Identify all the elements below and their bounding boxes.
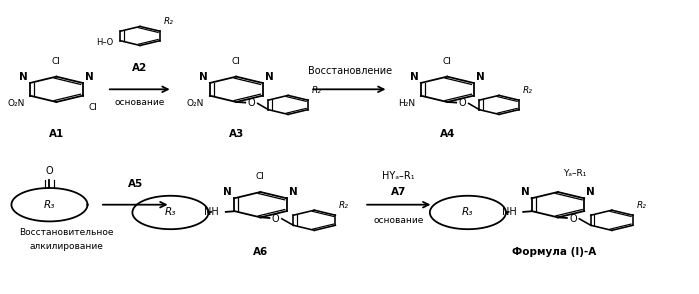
- Text: A1: A1: [49, 129, 64, 139]
- Text: N: N: [289, 188, 298, 198]
- Text: A2: A2: [132, 63, 147, 73]
- Text: Восстановительное: Восстановительное: [20, 228, 114, 237]
- Text: N: N: [586, 188, 595, 198]
- Text: O₂N: O₂N: [187, 99, 204, 108]
- Text: Cl: Cl: [232, 57, 240, 66]
- Text: R₂: R₂: [311, 86, 322, 95]
- Text: A7: A7: [391, 187, 407, 197]
- Text: O: O: [247, 98, 255, 108]
- Text: R₂: R₂: [164, 17, 173, 26]
- Text: A4: A4: [440, 129, 455, 139]
- Text: основание: основание: [373, 216, 424, 225]
- Text: Yₐ–R₁: Yₐ–R₁: [563, 168, 586, 178]
- Text: R₂: R₂: [636, 201, 646, 210]
- Text: A5: A5: [129, 180, 143, 190]
- Text: N: N: [475, 72, 484, 82]
- Text: Cl: Cl: [52, 57, 61, 66]
- Text: O₂N: O₂N: [7, 99, 24, 108]
- Text: основание: основание: [115, 98, 165, 107]
- Text: Cl: Cl: [88, 103, 97, 112]
- Text: Cl: Cl: [442, 57, 452, 66]
- Text: R₂: R₂: [522, 86, 532, 95]
- Text: R₃: R₃: [462, 208, 473, 218]
- Text: O: O: [569, 214, 577, 224]
- Text: N: N: [223, 188, 232, 198]
- Text: NH: NH: [204, 208, 219, 218]
- Text: N: N: [521, 188, 529, 198]
- Text: H–O: H–O: [96, 38, 113, 47]
- Text: N: N: [19, 72, 28, 82]
- Text: O: O: [45, 166, 53, 176]
- Text: A6: A6: [253, 247, 268, 257]
- Text: A3: A3: [229, 129, 244, 139]
- Text: N: N: [199, 72, 208, 82]
- Text: HYₐ–R₁: HYₐ–R₁: [382, 171, 415, 181]
- Text: R₂: R₂: [339, 201, 349, 210]
- Text: Формула (I)-А: Формула (I)-А: [512, 247, 596, 257]
- Text: R₃: R₃: [44, 200, 55, 210]
- Text: N: N: [85, 72, 94, 82]
- Text: NH: NH: [502, 208, 517, 218]
- Text: R₃: R₃: [165, 208, 176, 218]
- Text: H₂N: H₂N: [398, 99, 415, 108]
- Text: N: N: [265, 72, 273, 82]
- Text: O: O: [459, 98, 466, 108]
- Text: O: O: [272, 214, 280, 224]
- Text: алкилирование: алкилирование: [30, 242, 103, 251]
- Text: Восстановление: Восстановление: [308, 66, 392, 76]
- Text: N: N: [410, 72, 419, 82]
- Text: Cl: Cl: [256, 172, 265, 181]
